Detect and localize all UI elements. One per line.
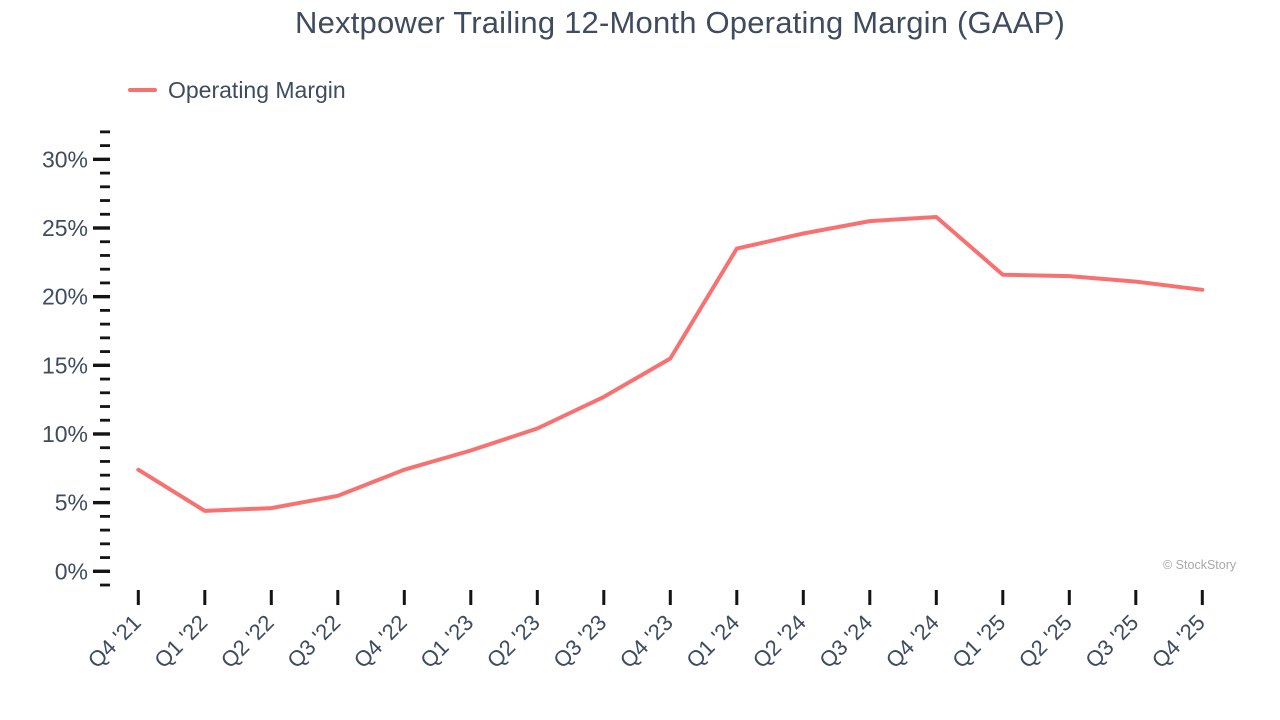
y-axis-label: 0%	[55, 558, 88, 584]
x-axis-tick	[203, 590, 207, 605]
legend-label: Operating Margin	[168, 76, 346, 103]
y-axis-minor-tick	[100, 144, 110, 148]
x-axis-tick	[1067, 590, 1071, 605]
legend-line-swatch	[128, 88, 157, 92]
y-axis-minor-tick	[100, 281, 110, 285]
y-axis-label: 15%	[42, 352, 88, 378]
x-axis-tick	[735, 590, 739, 605]
x-axis-tick	[1134, 590, 1138, 605]
x-axis-label: Q4 '25	[1147, 610, 1210, 673]
x-axis-tick	[402, 590, 406, 605]
y-axis-minor-tick	[100, 487, 110, 491]
y-axis-minor-tick	[100, 336, 110, 340]
x-axis-tick	[1200, 590, 1204, 605]
y-axis-minor-tick	[100, 583, 110, 587]
x-axis-tick	[1001, 590, 1005, 605]
y-axis-minor-tick	[100, 199, 110, 202]
y-axis-major-tick	[93, 226, 110, 230]
y-axis-minor-tick	[100, 528, 110, 532]
x-axis-label: Q3 '22	[282, 610, 345, 673]
x-axis-label: Q1 '22	[149, 610, 212, 673]
x-axis-tick	[269, 590, 273, 605]
chart-title: Nextpower Trailing 12-Month Operating Ma…	[294, 5, 1066, 40]
x-axis-label: Q1 '23	[415, 610, 478, 673]
x-axis-label: Q2 '23	[482, 610, 545, 673]
y-axis-label: 25%	[42, 215, 88, 241]
x-axis-tick	[136, 590, 140, 605]
y-axis-label: 20%	[42, 284, 88, 310]
y-axis-minor-tick	[100, 308, 110, 312]
y-axis-minor-tick	[100, 405, 110, 408]
x-axis-tick	[336, 590, 340, 605]
y-axis-minor-tick	[100, 350, 110, 353]
y-axis-label: 5%	[55, 490, 88, 516]
x-axis-label: Q4 '22	[349, 610, 412, 673]
y-axis-major-tick	[93, 432, 110, 436]
y-axis-minor-tick	[100, 254, 110, 257]
x-axis-tick	[535, 590, 539, 605]
x-axis-label: Q1 '25	[947, 610, 1010, 673]
legend-item-operating-margin[interactable]: Operating Margin	[128, 76, 346, 104]
y-axis-minor-tick	[100, 460, 110, 463]
y-axis-major-tick	[93, 157, 110, 162]
y-axis-minor-tick	[100, 322, 110, 326]
y-axis-minor-tick	[100, 267, 110, 271]
y-axis-minor-tick	[100, 130, 110, 134]
x-axis-label: Q3 '23	[548, 610, 611, 673]
y-axis-major-tick	[93, 500, 110, 505]
x-axis-tick	[668, 590, 672, 605]
y-axis-minor-tick	[100, 446, 110, 450]
x-axis-label: Q2 '22	[216, 610, 279, 673]
y-axis-minor-tick	[100, 473, 110, 477]
y-axis-minor-tick	[100, 377, 110, 381]
x-axis: Q4 '21 Q1 '22 Q2 '22 Q3 '22 Q4 '22 Q1 '23 Q2 '…	[83, 590, 1210, 673]
x-axis-label: Q4 '23	[615, 610, 678, 673]
watermark: © StockStory	[1163, 558, 1237, 572]
operating-margin-line	[136, 215, 1205, 513]
x-axis-tick	[602, 590, 606, 605]
x-axis-label: Q2 '25	[1014, 610, 1077, 673]
x-axis-tick	[934, 590, 938, 605]
y-axis-minor-tick	[100, 542, 110, 546]
y-axis: 0% 5% 10% 15% 20% 25% 30%	[42, 130, 110, 587]
y-axis-minor-tick	[100, 171, 110, 175]
x-axis-label: Q1 '24	[681, 610, 744, 673]
x-axis-label: Q4 '21	[83, 610, 146, 673]
y-axis-label: 10%	[42, 421, 88, 447]
y-axis-minor-tick	[100, 418, 110, 422]
y-axis-minor-tick	[100, 556, 110, 559]
x-axis-tick	[868, 590, 872, 605]
y-axis-minor-tick	[100, 185, 110, 189]
x-axis-tick	[801, 590, 805, 605]
y-axis-minor-tick	[100, 514, 110, 518]
x-axis-label: Q4 '24	[881, 610, 944, 673]
x-axis-label: Q3 '25	[1080, 610, 1143, 673]
x-axis-tick	[469, 590, 473, 605]
x-axis-label: Q2 '24	[748, 610, 811, 673]
y-axis-minor-tick	[100, 391, 110, 395]
y-axis-major-tick	[93, 363, 110, 368]
x-axis-label: Q3 '24	[814, 610, 877, 673]
y-axis-minor-tick	[100, 240, 110, 244]
y-axis-minor-tick	[100, 212, 110, 216]
y-axis-label: 30%	[42, 146, 88, 172]
y-axis-major-tick	[93, 569, 110, 573]
y-axis-major-tick	[93, 294, 110, 299]
